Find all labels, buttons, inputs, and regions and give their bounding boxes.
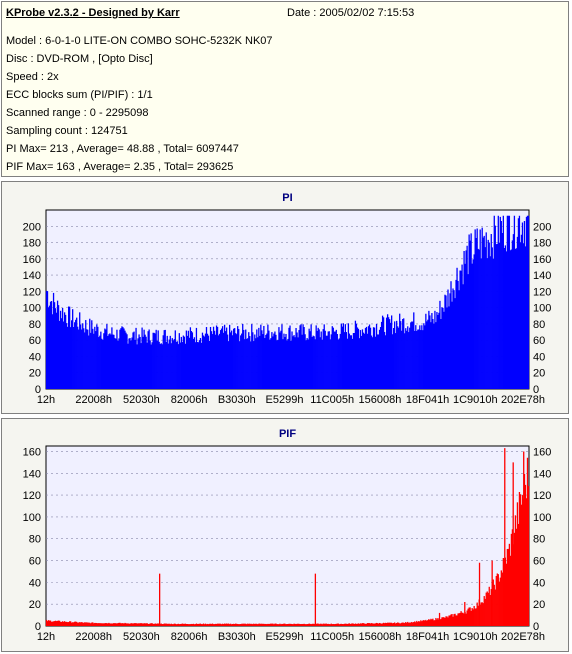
y-tick-label-left: 0 — [35, 384, 41, 396]
x-tick-label: 1C9010h — [453, 631, 498, 643]
y-tick-label-right: 20 — [533, 368, 545, 380]
chart-title: PIF — [279, 428, 296, 440]
x-tick-label: 11C005h — [310, 394, 354, 406]
y-tick-label-right: 120 — [533, 286, 551, 298]
chart-title: PI — [282, 192, 292, 204]
y-tick-label-left: 40 — [29, 351, 41, 363]
y-tick-label-left: 200 — [23, 221, 41, 233]
y-tick-label-left: 100 — [23, 512, 41, 524]
y-tick-label-left: 180 — [23, 238, 41, 250]
y-tick-label-left: 80 — [29, 319, 41, 331]
pif-chart: PIF 0 0 20 20 40 40 60 60 80 80 100 100 120 120 140 140 1… — [23, 428, 552, 643]
y-tick-label-right: 60 — [533, 556, 545, 568]
y-tick-label-right: 100 — [533, 303, 551, 315]
y-tick-label-left: 160 — [23, 254, 41, 266]
y-tick-label-left: 120 — [23, 286, 41, 298]
y-tick-label-left: 20 — [29, 599, 41, 611]
x-tick-label: 202E78h — [501, 631, 545, 643]
x-tick-label: B3030h — [218, 631, 256, 643]
y-tick-label-right: 40 — [533, 351, 545, 363]
y-tick-label-right: 160 — [533, 254, 551, 266]
disc-line: Disc : DVD-ROM , [Opto Disc] — [6, 53, 153, 65]
y-tick-label-left: 140 — [23, 468, 41, 480]
x-tick-label: 1C9010h — [453, 394, 498, 406]
y-tick-label-left: 40 — [29, 577, 41, 589]
x-tick-label: 202E78h — [501, 394, 545, 406]
y-tick-label-right: 60 — [533, 335, 545, 347]
y-tick-label-right: 160 — [533, 446, 551, 458]
pi-chart-panel: PI 0 0 20 20 40 40 60 60 80 80 100 100 120 120 140 140 16… — [1, 181, 569, 414]
y-tick-label-right: 200 — [533, 221, 551, 233]
pif-summary-line: PIF Max= 163 , Average= 2.35 , Total= 29… — [6, 161, 234, 173]
y-tick-label-right: 140 — [533, 270, 551, 282]
y-tick-label-right: 100 — [533, 512, 551, 524]
y-tick-label-right: 80 — [533, 534, 545, 546]
y-tick-label-right: 120 — [533, 490, 551, 502]
y-tick-label-left: 80 — [29, 534, 41, 546]
y-tick-label-right: 80 — [533, 319, 545, 331]
y-tick-label-right: 0 — [533, 384, 539, 396]
x-tick-label: 18F041h — [406, 631, 449, 643]
plot-area — [45, 445, 530, 627]
y-tick-label-left: 160 — [23, 446, 41, 458]
model-line: Model : 6-0-1-0 LITE-ON COMBO SOHC-5232K… — [6, 35, 273, 47]
y-tick-label-left: 120 — [23, 490, 41, 502]
y-tick-label-right: 140 — [533, 468, 551, 480]
y-tick-label-left: 60 — [29, 556, 41, 568]
sampling-count-line: Sampling count : 124751 — [6, 125, 128, 137]
speed-line: Speed : 2x — [6, 71, 59, 83]
x-tick-label: 18F041h — [406, 394, 449, 406]
x-tick-label: E5299h — [266, 394, 304, 406]
y-tick-label-left: 20 — [29, 368, 41, 380]
x-tick-label: 11C005h — [310, 631, 354, 643]
pi-summary-line: PI Max= 213 , Average= 48.88 , Total= 60… — [6, 143, 239, 155]
x-tick-label: 82006h — [171, 631, 208, 643]
data-series — [45, 215, 530, 389]
y-tick-label-left: 100 — [23, 303, 41, 315]
x-tick-label: 12h — [37, 394, 55, 406]
y-tick-label-right: 180 — [533, 238, 551, 250]
pi-chart: PI 0 0 20 20 40 40 60 60 80 80 100 100 120 120 140 140 16… — [23, 192, 552, 406]
y-tick-label-left: 0 — [35, 621, 41, 633]
scan-date: Date : 2005/02/02 7:15:53 — [287, 7, 415, 19]
x-tick-label: B3030h — [218, 394, 256, 406]
ecc-line: ECC blocks sum (PI/PIF) : 1/1 — [6, 89, 153, 101]
pif-chart-panel: PIF 0 0 20 20 40 40 60 60 80 80 100 100 120 120 140 140 1… — [1, 418, 569, 652]
x-tick-label: E5299h — [266, 631, 304, 643]
x-tick-label: 156008h — [358, 631, 401, 643]
x-tick-label: 52030h — [123, 631, 160, 643]
data-series — [45, 448, 530, 626]
x-tick-label: 156008h — [358, 394, 401, 406]
x-tick-label: 22008h — [75, 631, 112, 643]
x-tick-label: 12h — [37, 631, 55, 643]
y-tick-label-right: 40 — [533, 577, 545, 589]
y-tick-label-left: 140 — [23, 270, 41, 282]
x-tick-label: 82006h — [171, 394, 208, 406]
y-tick-label-right: 20 — [533, 599, 545, 611]
app-title: KProbe v2.3.2 - Designed by Karr — [6, 7, 180, 19]
y-tick-label-left: 60 — [29, 335, 41, 347]
x-tick-label: 52030h — [123, 394, 160, 406]
scanned-range-line: Scanned range : 0 - 2295098 — [6, 107, 149, 119]
info-panel: KProbe v2.3.2 - Designed by Karr Date : … — [1, 1, 569, 177]
y-tick-label-right: 0 — [533, 621, 539, 633]
x-tick-label: 22008h — [75, 394, 112, 406]
